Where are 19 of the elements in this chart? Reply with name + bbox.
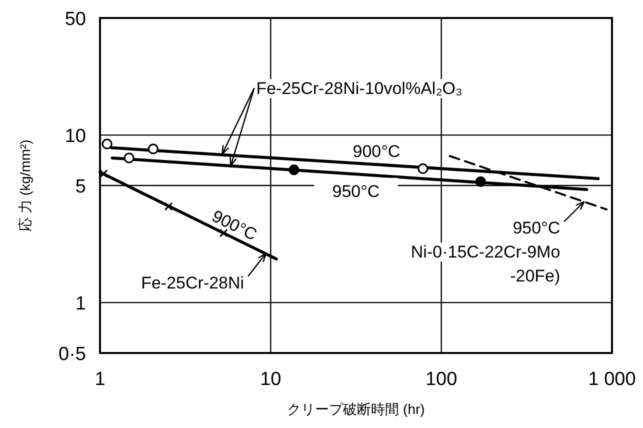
x-tick-label: 1 000: [588, 369, 636, 390]
annotation: 950°C Ni-0·15C-22Cr-9Mo -20Fe): [410, 200, 585, 286]
y-axis-title: 応 力 (kg/mm²): [17, 140, 33, 232]
annotation: 950°C: [332, 182, 380, 201]
x-tick-label: 10: [260, 369, 282, 390]
y-tick-label: 5: [75, 176, 86, 198]
annotation: 950°C Ni-0·15C-22Cr-9Mo -20Fe): [410, 218, 560, 286]
annotation: 900°C: [352, 142, 400, 161]
y-tick-label: 1: [75, 294, 86, 315]
y-tick-label: 10: [64, 126, 86, 148]
x-tick-label: 1: [94, 369, 106, 390]
annotation: Fe-25Cr-28Ni: [141, 273, 244, 292]
y-tick-label: 0·5: [58, 344, 86, 365]
annotation: Fe-25Cr-28Ni-10vol%Al₂O₃: [256, 79, 462, 98]
y-tick-label: 50: [64, 9, 86, 30]
x-axis-title: クリープ破断時間 (hr): [287, 401, 425, 417]
annotation: 900°C: [208, 206, 260, 244]
annotation: Fe-25Cr-28Ni: [140, 252, 267, 292]
x-tick-label: 100: [425, 369, 458, 390]
